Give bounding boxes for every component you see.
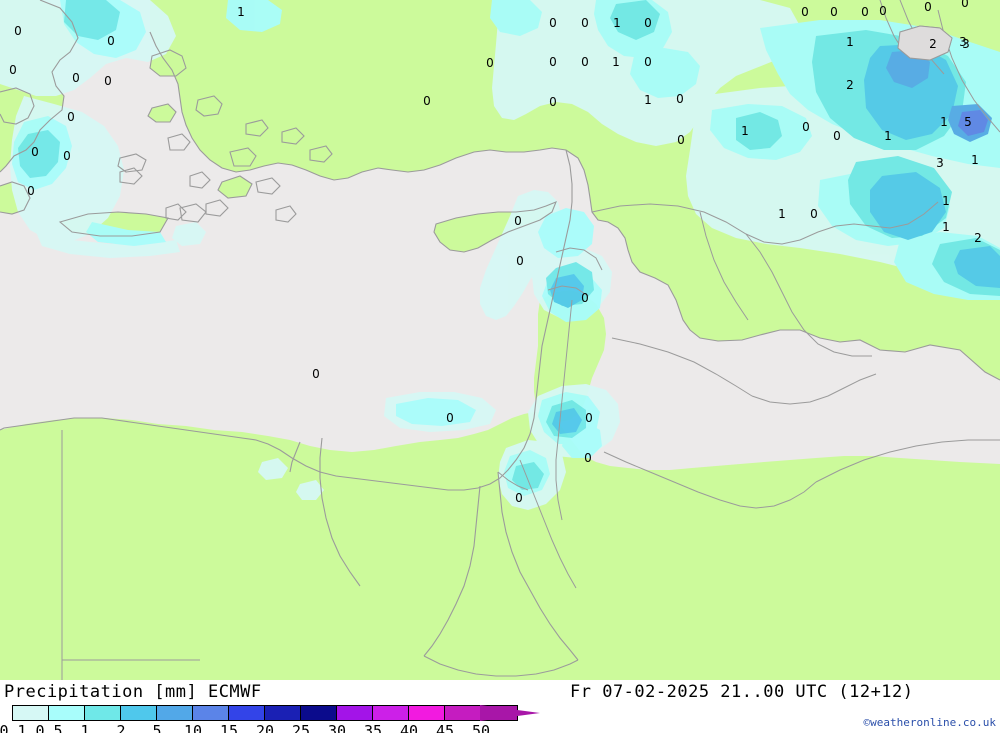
legend-title: Precipitation [mm] ECMWF [4, 682, 262, 702]
map-canvas [0, 0, 1000, 680]
colorbar-tick: 0.5 [35, 722, 63, 733]
colorbar-tick: 10 [183, 722, 203, 733]
colorbar-swatch [373, 706, 409, 720]
colorbar-tick: 1 [80, 722, 90, 733]
colorbar-tick: 5 [152, 722, 162, 733]
colorbar-tick: 30 [327, 722, 347, 733]
colorbar-tick: 45 [435, 722, 455, 733]
colorbar-tick: 35 [363, 722, 383, 733]
colorbar-tick-labels: 0.1 0.5 1 2 5 10 15 20 25 30 35 40 45 50 [0, 722, 540, 733]
colorbar-swatch [85, 706, 121, 720]
colorbar-swatch [157, 706, 193, 720]
precipitation-colorbar[interactable] [12, 705, 518, 721]
coastline-layer [0, 0, 1000, 677]
colorbar-tick: 20 [255, 722, 275, 733]
colorbar-tick: 2 [116, 722, 126, 733]
colorbar-swatch [337, 706, 373, 720]
colorbar-swatch [301, 706, 337, 720]
colorbar-swatch [229, 706, 265, 720]
colorbar-swatch [193, 706, 229, 720]
colorbar-swatch [409, 706, 445, 720]
run-datetime-label: Fr 07-02-2025 21..00 UTC (12+12) [570, 682, 914, 702]
colorbar-tick: 15 [219, 722, 239, 733]
colorbar-tick: 0.1 [0, 722, 27, 733]
colorbar-tick: 50 [471, 722, 491, 733]
colorbar-swatch [445, 706, 481, 720]
precipitation-layer [0, 0, 1000, 510]
colorbar-swatch [13, 706, 49, 720]
colorbar-tick: 40 [399, 722, 419, 733]
lake-layer [897, 25, 953, 61]
colorbar-overflow-arrow [480, 705, 540, 721]
copyright-label: ©weatheronline.co.uk [863, 716, 996, 729]
colorbar-swatch [265, 706, 301, 720]
colorbar-tick: 25 [291, 722, 311, 733]
colorbar-swatch [121, 706, 157, 720]
map-footer: Precipitation [mm] ECMWF Fr 07-02-2025 2… [0, 680, 1000, 733]
colorbar-swatch [49, 706, 85, 720]
